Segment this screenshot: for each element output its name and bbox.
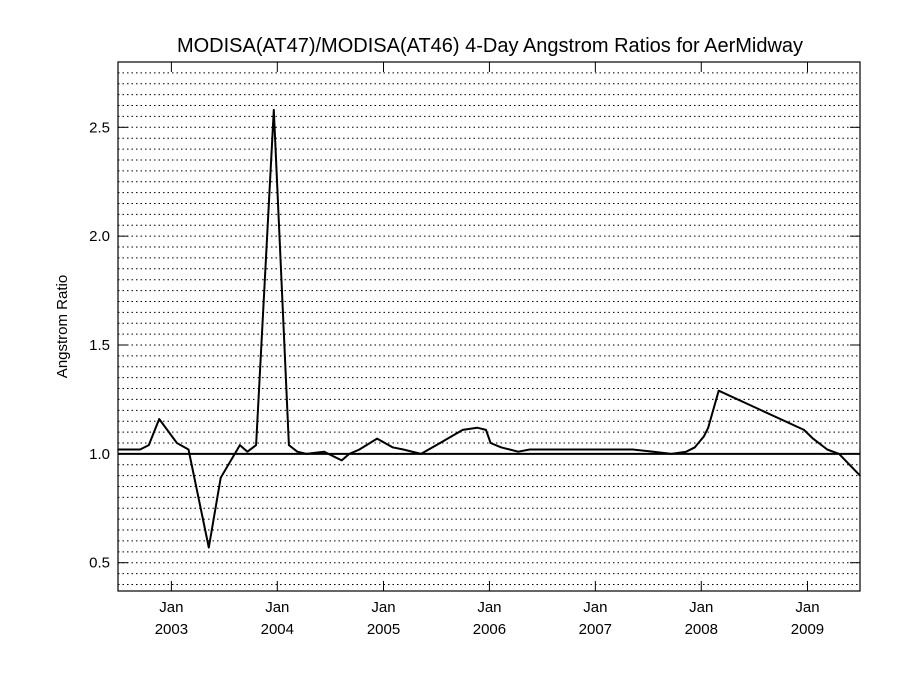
plot-frame: [117, 61, 861, 592]
x-tick-label-month: Jan: [159, 599, 183, 616]
y-tick-labels: 0.5 1.0 1.5 2.0 2.5: [89, 119, 110, 571]
data-point: [552, 448, 555, 451]
x-tick-label-month: Jan: [477, 599, 501, 616]
data-point: [391, 446, 394, 449]
x-tick-label-month: Jan: [795, 599, 819, 616]
data-point: [685, 450, 687, 453]
data-point: [670, 453, 673, 455]
data-point: [219, 476, 222, 479]
chart-title: MODISA(AT47)/MODISA(AT46) 4-Day Angstrom…: [177, 35, 803, 57]
data-point: [176, 442, 178, 444]
data-point: [489, 442, 492, 444]
x-tick-label-year: 2003: [155, 621, 188, 638]
data-points: [117, 109, 861, 549]
data-point: [476, 426, 479, 429]
data-point: [376, 437, 378, 440]
x-tick-label-year: 2009: [791, 621, 824, 638]
data-point: [631, 448, 634, 451]
data-point: [255, 444, 257, 446]
data-point: [838, 453, 840, 455]
data-point: [305, 453, 308, 455]
data-point: [296, 450, 299, 453]
data-point: [517, 450, 519, 453]
data-point: [208, 546, 210, 549]
data-point: [420, 453, 422, 455]
data-point: [803, 429, 805, 431]
y-axis-label: Angstrom Ratio: [54, 275, 71, 378]
data-point: [500, 446, 502, 449]
y-tick-label: 2.5: [89, 119, 110, 136]
y-tick-label: 1.5: [89, 337, 110, 354]
x-tick-label-month: Jan: [371, 599, 395, 616]
data-point: [606, 448, 608, 451]
x-tick-label-year: 2008: [685, 621, 718, 638]
data-point: [826, 448, 829, 451]
x-tick-label-month: Jan: [265, 599, 289, 616]
data-point: [703, 435, 705, 438]
data-point: [528, 448, 531, 451]
x-tick-label-year: 2007: [579, 621, 612, 638]
data-point: [461, 429, 464, 431]
y-tick-label: 2.0: [89, 228, 110, 245]
y-tick-label: 1.0: [89, 446, 110, 463]
data-point: [812, 437, 814, 440]
x-tick-label-year: 2005: [367, 621, 400, 638]
data-point: [187, 448, 190, 451]
data-point: [579, 448, 582, 451]
data-point: [139, 448, 141, 451]
data-point: [439, 442, 441, 444]
data-point: [246, 450, 249, 453]
x-tick-label-year: 2004: [261, 621, 294, 638]
data-point: [239, 444, 241, 446]
data-point: [273, 109, 275, 111]
data-point: [707, 426, 710, 429]
data-point: [652, 450, 655, 453]
data-point: [717, 389, 720, 392]
series-line: [118, 108, 861, 549]
ticks: [118, 62, 860, 591]
y-tick-label: 0.5: [89, 555, 110, 572]
data-point: [323, 450, 325, 453]
data-point: [402, 448, 405, 451]
data-point: [158, 418, 161, 420]
x-tick-label-month: Jan: [689, 599, 713, 616]
data-point: [340, 459, 343, 462]
grid: [118, 61, 860, 585]
data-point: [358, 448, 361, 451]
data-point: [147, 444, 150, 446]
x-tick-label-month: Jan: [583, 599, 607, 616]
data-point: [485, 429, 487, 431]
data-point: [694, 446, 696, 449]
data-point: [288, 444, 290, 446]
x-tick-labels: Jan 2003 Jan 2004 Jan 2005 Jan 2006 Jan 2007 Jan 20…: [155, 599, 824, 638]
x-tick-label-year: 2006: [473, 621, 506, 638]
data-point: [348, 453, 351, 455]
